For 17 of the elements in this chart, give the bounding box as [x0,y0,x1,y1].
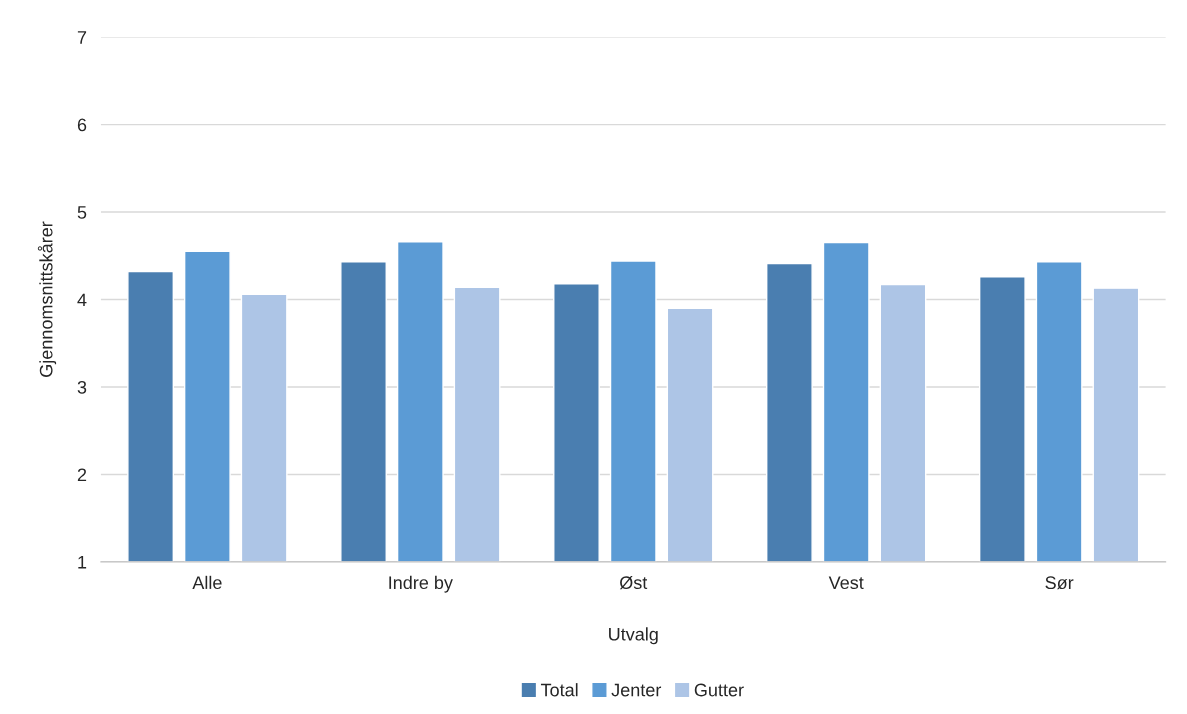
y-tick-label: 3 [77,380,87,394]
x-tick-label: Øst [619,575,648,590]
legend-label: Gutter [694,683,744,697]
y-tick-label: 7 [77,31,87,44]
legend-label: Jenter [611,683,662,697]
y-tick-label: 1 [78,556,87,569]
x-tick-label: Indre by [389,575,453,593]
x-tick-label: Vest [828,576,864,590]
x-tick-label: Alle [192,575,222,590]
y-tick-label: 6 [77,118,87,132]
y-tick-label: 5 [77,206,87,219]
x-axis-title: Utvalg [609,627,658,645]
y-axis-title: Gjennomsnittskårer [37,221,57,377]
y-tick-label: 4 [77,293,87,307]
y-tick-label: 2 [77,468,87,481]
legend-label: Total [540,683,578,697]
x-tick-label: Sør [1045,576,1074,590]
